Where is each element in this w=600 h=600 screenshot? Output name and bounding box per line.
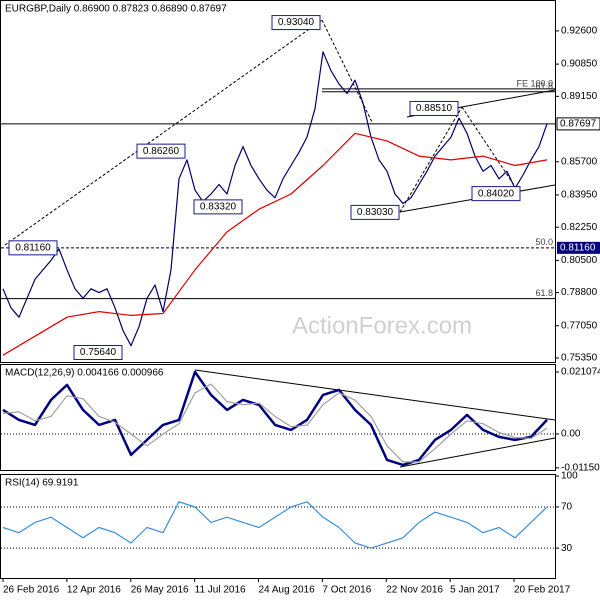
- annotation-box: [271, 15, 321, 31]
- annotation-box: [471, 186, 521, 202]
- trend-line: [321, 19, 373, 123]
- annotation-label: 0.86260: [143, 146, 180, 157]
- macd-trend-line: [399, 437, 556, 468]
- annotation-box: [73, 345, 123, 361]
- annotation-box: [409, 100, 459, 116]
- y-tick-label: 70: [561, 502, 573, 513]
- y-tick-label: 0.75350: [561, 353, 598, 364]
- y-tick-label: 0.00: [561, 429, 581, 440]
- y-tick-label: 0.92600: [561, 26, 598, 37]
- level-label: 50.0: [535, 237, 553, 247]
- series-line: [2, 501, 548, 549]
- price-panel: [0, 0, 556, 363]
- axis-marker-box: [557, 241, 600, 254]
- annotation-box: [193, 199, 243, 215]
- y-tick-label: 0.021074: [561, 367, 600, 378]
- annotation-label: 0.83320: [200, 202, 237, 213]
- y-tick-label: 0.80500: [561, 255, 598, 266]
- axis-marker-label: 0.81160: [560, 242, 596, 253]
- panel-title: MACD(12,26,9) 0.004166 0.000966: [5, 368, 164, 379]
- x-tick-label: 22 Nov 2016: [386, 585, 443, 596]
- annotation-box: [350, 204, 400, 220]
- y-tick-label: 0.89150: [561, 91, 598, 102]
- y-tick-label: 0.90850: [561, 59, 598, 70]
- annotation-label: 0.93040: [278, 17, 315, 28]
- annotation-label: 0.75640: [80, 347, 117, 358]
- y-tick-label: 0.82250: [561, 222, 598, 233]
- annotation-label: 0.88510: [416, 103, 453, 114]
- y-tick-label: 100: [561, 471, 578, 482]
- x-tick-label: 26 Feb 2016: [3, 585, 60, 596]
- level-label: 61.8: [535, 81, 553, 91]
- x-tick-label: 20 Feb 2017: [514, 585, 571, 596]
- x-tick-label: 11 Jul 2016: [195, 585, 246, 596]
- x-tick-label: 5 Jan 2017: [450, 585, 500, 596]
- macd-trend-line: [194, 369, 556, 421]
- price-box: [556, 117, 600, 131]
- level-label: FE 100.0: [516, 78, 553, 88]
- level-label: 61.8: [535, 288, 553, 298]
- y-tick-label: 0.85700: [561, 156, 598, 167]
- price-label: 0.87697: [560, 119, 597, 130]
- macd-panel: [0, 364, 556, 471]
- annotation-box: [136, 143, 186, 159]
- annotation-label: 0.83030: [357, 207, 394, 218]
- series-line: [2, 370, 548, 467]
- rsi-panel: [0, 474, 556, 579]
- y-tick-label: 0.78800: [561, 287, 598, 298]
- annotation-box: [8, 240, 58, 256]
- x-tick-label: 7 Oct 2016: [322, 585, 371, 596]
- annotation-label: 0.84020: [478, 188, 515, 199]
- annotation-label: 0.81160: [15, 242, 51, 253]
- y-tick-label: 30: [561, 543, 573, 554]
- panel-title: RSI(14) 69.9191: [5, 478, 79, 489]
- watermark: ActionForex.com: [292, 312, 472, 339]
- x-tick-label: 24 Aug 2016: [259, 585, 316, 596]
- x-tick-label: 26 May 2016: [131, 585, 189, 596]
- y-tick-label: 0.77050: [561, 320, 598, 331]
- trend-line: [399, 106, 463, 213]
- trend-lines: [4, 19, 556, 468]
- series-line: [2, 132, 548, 356]
- y-tick-label: 0.83950: [561, 190, 598, 201]
- x-tick-label: 12 Apr 2016: [67, 585, 121, 596]
- series-line: [2, 383, 548, 463]
- panel-title: EURGBP,Daily 0.86900 0.87823 0.86890 0.8…: [5, 4, 227, 15]
- y-tick-label: -0.011507: [561, 462, 600, 473]
- series-line: [2, 51, 548, 347]
